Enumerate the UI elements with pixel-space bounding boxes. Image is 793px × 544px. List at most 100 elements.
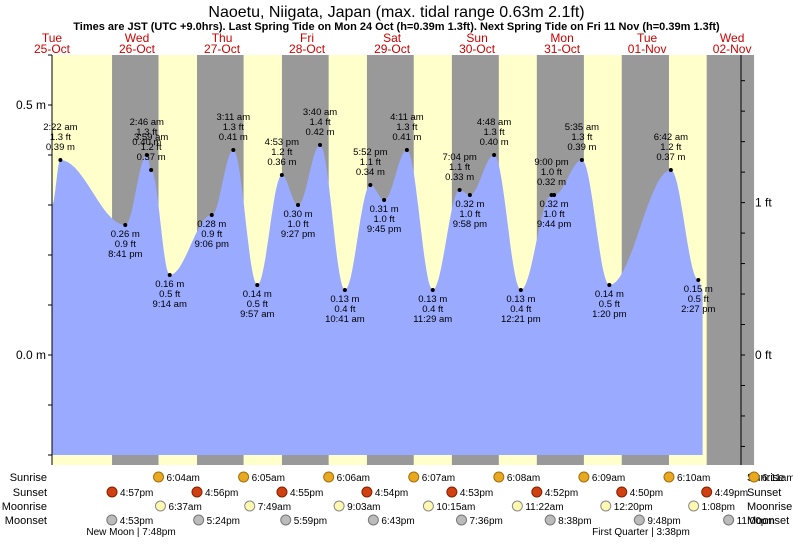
tide-label: 0.5 ft — [599, 299, 620, 310]
tide-label: 1.1 ft — [449, 162, 470, 173]
tide-point — [123, 223, 128, 227]
tide-point — [382, 198, 387, 202]
tide-label: 4:48 am — [477, 117, 511, 128]
moonrise-time: 11:22am — [525, 502, 563, 513]
tide-label: 1.3 ft — [50, 132, 71, 143]
moonset-time: 6:43pm — [381, 516, 414, 527]
tide-label: 0.31 m — [370, 204, 399, 215]
night-band — [739, 55, 753, 465]
tide-point — [668, 168, 673, 172]
tide-point — [209, 213, 214, 217]
tide-point — [368, 183, 373, 187]
tide-point — [552, 193, 557, 197]
tide-point — [607, 283, 612, 287]
moonset-time: 9:48pm — [647, 516, 680, 527]
tide-label: 0.13 m — [418, 294, 447, 305]
tide-label: 0.4 ft — [422, 304, 443, 315]
tide-label: 1.0 ft — [459, 209, 480, 220]
tide-label: 0.16 m — [155, 279, 184, 290]
moonset-time: 5:59pm — [294, 516, 327, 527]
tide-label: 0.39 m — [46, 142, 75, 153]
day-name-label: Wed — [125, 31, 149, 45]
tide-label: 0.13 m — [506, 294, 535, 305]
moonrise-time: 6:37am — [168, 502, 201, 513]
moonset-icon — [193, 514, 205, 526]
tide-label: 9:44 pm — [537, 219, 571, 230]
tide-point — [58, 158, 63, 162]
tide-label: 2:46 am — [130, 117, 164, 128]
tide-label: 9:45 pm — [367, 224, 401, 235]
tide-point — [279, 173, 284, 177]
day-name-label: Wed — [720, 31, 744, 45]
tide-point — [231, 148, 236, 152]
left-tick-label: 0.0 m — [16, 348, 46, 362]
tide-label: 0.32 m — [540, 199, 569, 210]
tide-label: 1.1 ft — [360, 157, 381, 168]
moonset-icon — [280, 514, 292, 526]
tide-label: 4:11 am — [390, 112, 424, 123]
day-date-label: 31-Oct — [544, 42, 581, 56]
sunset-icon — [276, 486, 288, 498]
tide-label: 9:58 pm — [453, 219, 487, 230]
tide-label: 0.41 m — [219, 132, 248, 143]
tide-point — [457, 188, 462, 192]
sunset-time: 4:49pm — [715, 488, 748, 499]
sunrise-icon — [493, 471, 505, 483]
sunrise-time: 6:06am — [337, 473, 370, 484]
tide-label: 10:41 am — [325, 314, 365, 325]
tide-label: 1.0 ft — [287, 219, 308, 230]
tide-label: 0.37 m — [137, 152, 166, 163]
tide-label: 0.9 ft — [115, 239, 136, 250]
sunset-time: 4:52pm — [545, 488, 578, 499]
tide-label: 1.3 ft — [223, 122, 244, 133]
row-label-right: Sunset — [747, 487, 781, 499]
sunrise-time: 6:09am — [592, 473, 625, 484]
sunset-icon — [616, 486, 628, 498]
moonset-icon — [633, 514, 645, 526]
moonset-icon — [723, 514, 735, 526]
sunrise-icon — [663, 471, 675, 483]
moonrise-time: 7:49am — [258, 502, 291, 513]
moonset-time: 4:53pm — [120, 516, 153, 527]
moonset-time: 7:36pm — [470, 516, 503, 527]
tide-point — [149, 168, 154, 172]
sunset-icon — [531, 486, 543, 498]
sunrise-time: 6:11am — [762, 473, 793, 484]
tide-label: 1.2 ft — [271, 147, 292, 158]
day-date-label: 30-Oct — [459, 42, 496, 56]
sunset-time: 4:54pm — [375, 488, 408, 499]
row-label-left: Sunset — [13, 487, 47, 499]
tide-label: 4:53 pm — [265, 137, 299, 148]
day-date-label: 26-Oct — [119, 42, 156, 56]
tide-point — [430, 288, 435, 292]
tide-label: 1.3 ft — [484, 127, 505, 138]
moonrise-icon — [511, 500, 523, 512]
sunset-time: 4:56pm — [205, 488, 238, 499]
tide-label: 0.5 ft — [159, 289, 180, 300]
tide-label: 0.28 m — [197, 219, 226, 230]
tide-label: 1.3 ft — [136, 127, 157, 138]
moonrise-icon — [333, 500, 345, 512]
tide-point — [318, 143, 323, 147]
tide-point — [404, 148, 409, 152]
tide-label: 5:35 am — [565, 122, 599, 133]
tide-label: 0.14 m — [595, 289, 624, 300]
tide-label: 3:40 am — [303, 107, 337, 118]
tide-label: 7:04 pm — [442, 152, 476, 163]
row-label-left: Moonset — [5, 515, 47, 527]
chart-subtitle: Times are JST (UTC +9.0hrs). Last Spring… — [73, 21, 720, 33]
left-tick-label: 0.5 m — [16, 98, 46, 112]
tide-label: 9:06 pm — [195, 239, 229, 250]
day-name-label: Sun — [466, 31, 487, 45]
day-name-label: Fri — [300, 31, 314, 45]
tide-label: 9:27 pm — [281, 229, 315, 240]
moonrise-time: 1:08pm — [702, 502, 735, 513]
tide-point — [296, 203, 301, 207]
row-label-right: Moonset — [747, 515, 789, 527]
moon-phase-label: First Quarter | 3:38pm — [592, 527, 690, 538]
tide-label: 0.5 ft — [247, 299, 268, 310]
tide-point — [255, 283, 260, 287]
tide-label: 3:59 am — [134, 132, 168, 143]
tide-label: 0.42 m — [306, 127, 335, 138]
